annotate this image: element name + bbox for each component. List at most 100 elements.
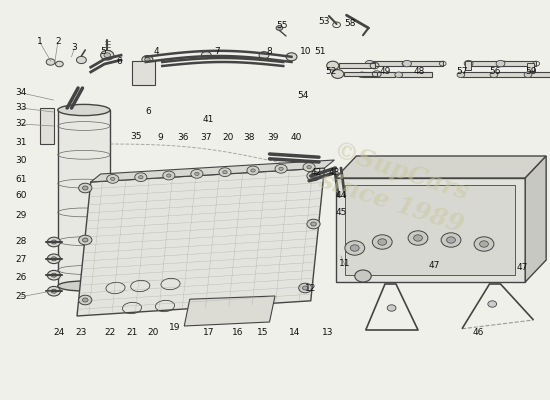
Text: 4: 4 (154, 48, 160, 56)
Text: 41: 41 (202, 116, 213, 124)
Text: 56: 56 (490, 68, 500, 76)
Circle shape (82, 238, 88, 242)
Bar (494, 72, 527, 77)
Circle shape (488, 301, 497, 307)
Text: 10: 10 (300, 48, 311, 56)
Text: 6: 6 (117, 58, 122, 66)
Text: 27: 27 (15, 256, 26, 264)
Circle shape (480, 241, 488, 247)
Text: 25: 25 (15, 292, 26, 301)
Circle shape (355, 270, 371, 282)
Text: 39: 39 (268, 134, 279, 142)
Circle shape (163, 171, 175, 180)
Bar (344, 72, 377, 76)
Circle shape (490, 72, 498, 78)
Circle shape (414, 235, 422, 241)
Text: 19: 19 (169, 324, 180, 332)
Circle shape (167, 174, 171, 177)
Circle shape (345, 241, 365, 255)
Circle shape (457, 72, 465, 78)
Text: 47: 47 (517, 264, 528, 272)
Circle shape (47, 286, 60, 296)
Text: 43: 43 (329, 168, 340, 176)
Circle shape (82, 298, 88, 302)
Polygon shape (184, 296, 275, 326)
Circle shape (350, 245, 359, 251)
Circle shape (441, 233, 461, 247)
Text: 45: 45 (336, 208, 346, 217)
Bar (339, 63, 375, 68)
Polygon shape (336, 178, 525, 282)
Circle shape (276, 26, 283, 30)
Circle shape (142, 56, 153, 64)
Circle shape (372, 235, 392, 249)
Text: 11: 11 (339, 260, 350, 268)
Text: 58: 58 (344, 20, 355, 28)
Circle shape (145, 58, 150, 62)
Text: 7: 7 (214, 48, 220, 56)
Text: 35: 35 (131, 132, 142, 141)
Text: 40: 40 (290, 134, 301, 142)
Bar (370, 61, 405, 66)
Text: 26: 26 (15, 274, 26, 282)
Circle shape (51, 273, 57, 277)
Text: 51: 51 (315, 48, 326, 56)
Text: 5: 5 (101, 48, 106, 56)
Text: 49: 49 (379, 68, 390, 76)
Circle shape (279, 167, 283, 170)
Bar (362, 72, 395, 77)
Circle shape (332, 70, 344, 78)
Text: 52: 52 (326, 68, 337, 76)
Bar (461, 72, 494, 77)
Text: 44: 44 (336, 192, 346, 200)
Bar (469, 61, 504, 66)
Circle shape (51, 289, 57, 293)
Text: 53: 53 (319, 18, 330, 26)
Polygon shape (77, 168, 324, 316)
Text: 21: 21 (126, 328, 138, 337)
Circle shape (201, 52, 211, 59)
Circle shape (464, 60, 473, 67)
Circle shape (51, 240, 57, 244)
Text: 59: 59 (525, 68, 536, 76)
Circle shape (79, 235, 92, 245)
Circle shape (107, 174, 119, 183)
Bar (58, 110, 110, 286)
Polygon shape (40, 108, 54, 144)
Circle shape (56, 61, 63, 67)
Circle shape (307, 166, 311, 169)
Text: 48: 48 (414, 68, 425, 76)
Circle shape (195, 172, 199, 176)
Polygon shape (91, 160, 334, 182)
Circle shape (474, 237, 494, 251)
Circle shape (259, 52, 269, 59)
Bar (500, 61, 536, 66)
Text: 46: 46 (473, 328, 484, 337)
Circle shape (496, 60, 505, 67)
Text: 22: 22 (104, 328, 116, 337)
Circle shape (302, 286, 308, 290)
Text: 31: 31 (15, 138, 26, 147)
Circle shape (403, 60, 411, 67)
Ellipse shape (58, 281, 110, 291)
Text: 6: 6 (146, 108, 151, 116)
Circle shape (378, 239, 387, 245)
Text: 9: 9 (158, 134, 163, 142)
Circle shape (76, 56, 86, 64)
Circle shape (307, 219, 320, 229)
Ellipse shape (58, 104, 110, 116)
Circle shape (247, 166, 259, 175)
Circle shape (251, 169, 255, 172)
Text: 20: 20 (147, 328, 158, 337)
Text: 17: 17 (204, 328, 214, 337)
Polygon shape (336, 156, 546, 178)
Circle shape (46, 59, 55, 65)
Bar (132, 61, 155, 85)
Circle shape (358, 72, 366, 78)
Circle shape (395, 72, 403, 78)
Circle shape (79, 295, 92, 305)
Text: 15: 15 (257, 328, 268, 337)
Text: 33: 33 (15, 104, 26, 112)
Text: 16: 16 (232, 328, 243, 337)
Bar (345, 185, 515, 275)
